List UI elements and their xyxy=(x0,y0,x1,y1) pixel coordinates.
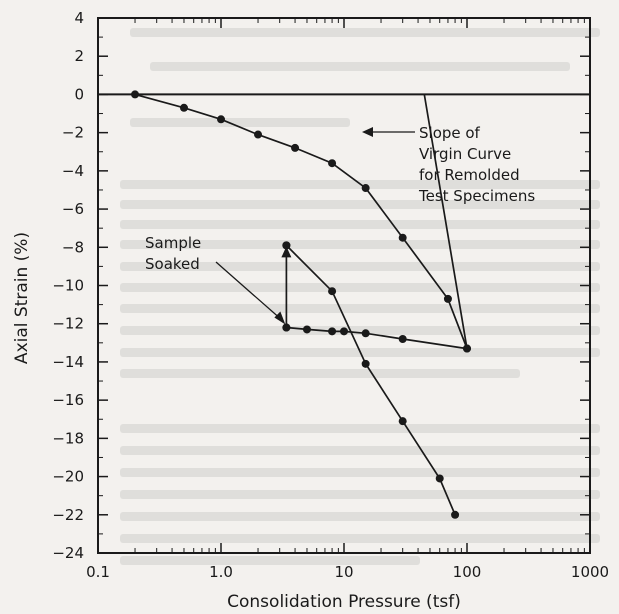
series-layer xyxy=(131,90,471,519)
y-tick-label: −12 xyxy=(52,315,84,333)
y-tick-label: −24 xyxy=(52,544,84,562)
data-point xyxy=(291,143,300,152)
annotation-text-line: Test Specimens xyxy=(418,187,535,205)
plot-frame xyxy=(97,17,591,554)
annotation-text-line: Sample xyxy=(145,234,201,252)
x-tick-label: 1000 xyxy=(571,563,609,581)
x-tick-label: 10 xyxy=(334,563,353,581)
data-point xyxy=(398,233,407,242)
soak-arrowhead xyxy=(281,246,292,258)
data-point xyxy=(361,329,370,338)
data-point xyxy=(328,327,337,336)
x-tick-label: 100 xyxy=(453,563,482,581)
annotation-virgin-slope: Slope of Virgin Curve for Remolded Test Spe… xyxy=(362,124,535,205)
y-tick-label: −6 xyxy=(62,200,84,218)
y-tick-label: −22 xyxy=(52,506,84,524)
y-tick-label: 0 xyxy=(74,85,84,103)
data-point xyxy=(328,159,337,168)
data-point xyxy=(179,103,188,112)
annotation-text-line: Virgin Curve xyxy=(419,145,511,163)
y-tick-label: −4 xyxy=(62,162,84,180)
y-tick-label: −16 xyxy=(52,391,84,409)
data-point xyxy=(443,294,452,303)
annotation-text-line: Soaked xyxy=(145,255,200,273)
data-point xyxy=(361,359,370,368)
plot-area xyxy=(97,17,591,554)
series-line-4 xyxy=(285,244,456,516)
virgin-slope-line xyxy=(423,94,468,349)
annotation-arrowhead xyxy=(274,311,286,325)
data-point xyxy=(361,184,370,193)
y-tick-label: −10 xyxy=(52,277,84,295)
series-line-2 xyxy=(286,326,468,350)
data-point xyxy=(302,325,311,334)
data-point xyxy=(328,287,337,296)
y-tick-label: −2 xyxy=(62,124,84,142)
data-point xyxy=(282,241,291,250)
annotation-text-line: Slope of xyxy=(419,124,481,142)
x-tick-label: 0.1 xyxy=(86,563,110,581)
data-point xyxy=(131,90,140,99)
series-line-1 xyxy=(134,93,468,349)
x-axis: 0.1 1.0 10 100 1000 xyxy=(86,18,609,581)
y-tick-label: −20 xyxy=(52,468,84,486)
data-point xyxy=(398,335,407,343)
data-point xyxy=(217,115,225,124)
y-tick-label: 4 xyxy=(74,9,84,27)
data-point xyxy=(451,510,460,519)
data-point xyxy=(254,130,263,139)
x-tick-label: 1.0 xyxy=(209,563,233,581)
x-axis-label: Consolidation Pressure (tsf) xyxy=(227,592,461,612)
annotation-leader-line xyxy=(215,261,282,321)
annotation-layer: Slope of Virgin Curve for Remolded Test Spe… xyxy=(145,124,535,325)
data-point xyxy=(282,323,291,332)
data-point xyxy=(340,327,348,336)
annotation-sample-soaked: Sample Soaked xyxy=(145,234,292,325)
annotation-text-line: for Remolded xyxy=(419,166,520,184)
y-tick-label: −14 xyxy=(52,353,84,371)
y-axis: 4 2 0 −2 −4 −6 −8 −10 −12 −14 −16 −18 −20 −22 −24 xyxy=(52,9,590,562)
annotation-arrowhead xyxy=(362,127,373,137)
y-tick-label: −8 xyxy=(62,238,84,256)
y-axis-label: Axial Strain (%) xyxy=(12,232,32,364)
y-tick-label: −18 xyxy=(52,429,84,447)
y-tick-label: 2 xyxy=(74,47,84,65)
data-point xyxy=(398,417,407,426)
data-point xyxy=(435,474,444,483)
